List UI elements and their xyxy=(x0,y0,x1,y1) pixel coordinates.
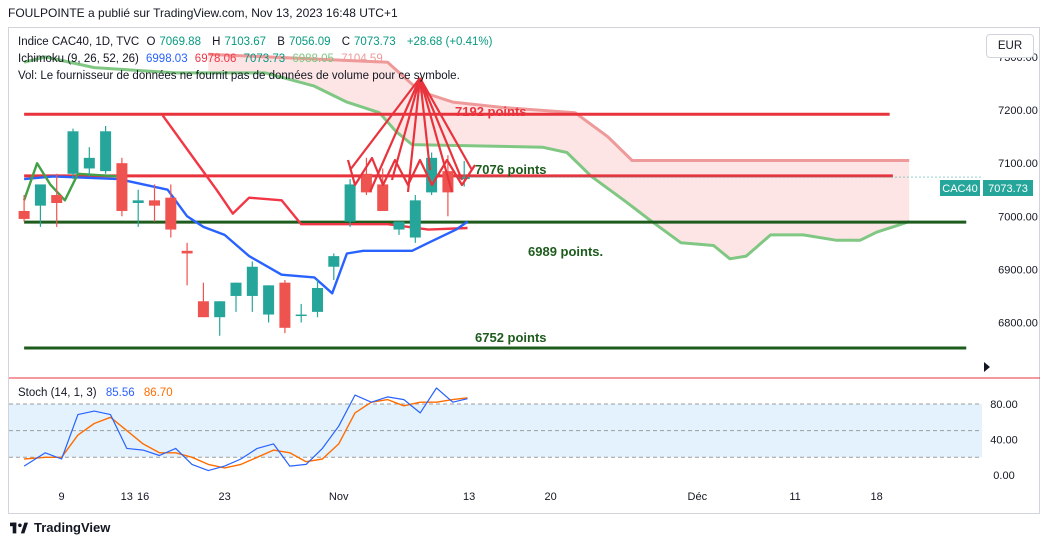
candle-body xyxy=(312,287,324,312)
symbol-name[interactable]: Indice CAC40, 1D, TVC xyxy=(18,36,140,48)
y-tick-label: 6900.00 xyxy=(998,264,1038,276)
candle-body xyxy=(18,210,30,219)
currency-button[interactable]: EUR xyxy=(986,34,1034,58)
ichimoku-cloud xyxy=(208,54,910,259)
ohlc-high: H 7103.67 xyxy=(212,36,267,48)
stoch-label: Stoch (14, 1, 3) xyxy=(18,387,97,399)
candle-body xyxy=(83,157,95,169)
x-tick-label: 18 xyxy=(870,491,882,503)
candle-body xyxy=(116,163,128,211)
ohlc-open: O 7069.88 xyxy=(146,36,201,48)
tenkan-sen-line xyxy=(23,175,469,295)
span-b-value: 7104.59 xyxy=(341,53,383,65)
last-price-symbol-badge xyxy=(940,180,980,196)
candle-body xyxy=(197,301,209,318)
publisher-line: FOULPOINTE a publié sur TradingView.com,… xyxy=(8,6,398,20)
tradingview-brand[interactable]: TradingView xyxy=(10,520,110,535)
x-tick-label: 11 xyxy=(789,491,800,503)
ichimoku-label: Ichimoku (9, 26, 52, 26) xyxy=(18,53,139,65)
tenkan-value: 6998.03 xyxy=(146,53,188,65)
candle-body xyxy=(67,131,79,174)
y-tick-label: 6800.00 xyxy=(998,318,1038,330)
y-tick-label: 7200.00 xyxy=(998,105,1038,117)
annotation-fan-line xyxy=(418,77,432,171)
candle-body xyxy=(51,195,63,203)
candle-body xyxy=(393,221,405,230)
x-tick-label: 23 xyxy=(218,491,230,503)
brand-name: TradingView xyxy=(34,520,111,535)
ohlc-close: C 7073.73 xyxy=(341,36,396,48)
last-price-value: 7073.73 xyxy=(988,183,1028,195)
span-a-value: 6988.05 xyxy=(292,53,334,65)
annotation-zigzag-line xyxy=(346,156,476,187)
level-label: 7076 points xyxy=(475,162,547,177)
x-tick-label: 13 xyxy=(463,491,475,503)
price-change: +28.68 (+0.41%) xyxy=(406,36,493,48)
stoch-k-value: 85.56 xyxy=(105,387,135,399)
senkou-span-b-line xyxy=(208,52,910,162)
candle-body xyxy=(246,266,258,296)
candle-body xyxy=(132,200,144,203)
x-tick-label: Nov xyxy=(329,491,349,503)
tradingview-logo-icon xyxy=(10,522,28,533)
candle-body xyxy=(279,282,291,328)
stoch-y-tick-label: 80.00 xyxy=(990,399,1018,411)
senkou-span-a-line xyxy=(23,55,910,261)
stoch-d-value: 86.70 xyxy=(143,387,173,399)
annotation-fan-line xyxy=(418,77,464,181)
last-price-symbol: CAC40 xyxy=(942,183,977,195)
candle-body xyxy=(165,197,177,230)
chikou-span-line xyxy=(22,162,119,202)
level-label: 6752 points xyxy=(475,330,547,345)
x-tick-label: Déc xyxy=(688,491,708,503)
last-price-badge xyxy=(983,180,1033,196)
annotation-fan-line xyxy=(406,77,422,193)
ichimoku-legend[interactable]: Ichimoku (9, 26, 52, 26) 6998.03 6978.06… xyxy=(18,53,387,65)
price-legend: Indice CAC40, 1D, TVC O 7069.88 H 7103.67 … xyxy=(18,36,496,48)
level-label: 6989 points. xyxy=(528,244,603,259)
candle-body xyxy=(458,176,470,180)
candle-body xyxy=(100,131,112,172)
candle-body xyxy=(426,157,438,193)
x-tick-label: 9 xyxy=(59,491,65,503)
stoch-d-line xyxy=(24,397,468,469)
ohlc-low: B 7056.09 xyxy=(277,36,331,48)
candle-body xyxy=(409,200,421,238)
stoch-k-line xyxy=(23,387,468,472)
y-tick-label: 7000.00 xyxy=(998,211,1038,223)
candle-body xyxy=(442,171,454,193)
candle-body xyxy=(344,184,356,222)
stoch-y-tick-label: 0.00 xyxy=(993,470,1014,482)
volume-note: Vol: Le fournisseur de données ne fourni… xyxy=(18,70,460,82)
candle-body xyxy=(149,200,161,206)
kijun-value: 6978.06 xyxy=(194,53,237,65)
candle-body xyxy=(377,184,389,211)
y-tick-label: 7100.00 xyxy=(998,158,1038,170)
level-label: 7192 points xyxy=(455,104,527,119)
candle-body xyxy=(230,282,242,296)
candle-body xyxy=(214,301,226,318)
annotation-fan-line xyxy=(418,77,454,193)
candle-body xyxy=(328,256,340,267)
stoch-legend[interactable]: Stoch (14, 1, 3) 85.56 86.70 xyxy=(18,387,179,399)
chart-frame xyxy=(8,27,1040,514)
kijun-sen-line xyxy=(161,114,468,231)
candle-body xyxy=(263,285,275,315)
stoch-y-tick-label: 40.00 xyxy=(990,435,1018,447)
candle-body xyxy=(295,314,307,317)
candle-body xyxy=(181,250,193,254)
x-tick-label: 20 xyxy=(544,491,556,503)
annotation-fan-line xyxy=(349,77,421,171)
candle-body xyxy=(360,173,372,193)
candle-body xyxy=(34,184,46,206)
x-tick-label: 13 xyxy=(121,491,133,503)
axis-arrow-icon xyxy=(984,362,990,372)
annotation-fan-line xyxy=(419,77,473,171)
chikou-value: 7073.73 xyxy=(243,53,286,65)
x-tick-label: 16 xyxy=(137,491,149,503)
